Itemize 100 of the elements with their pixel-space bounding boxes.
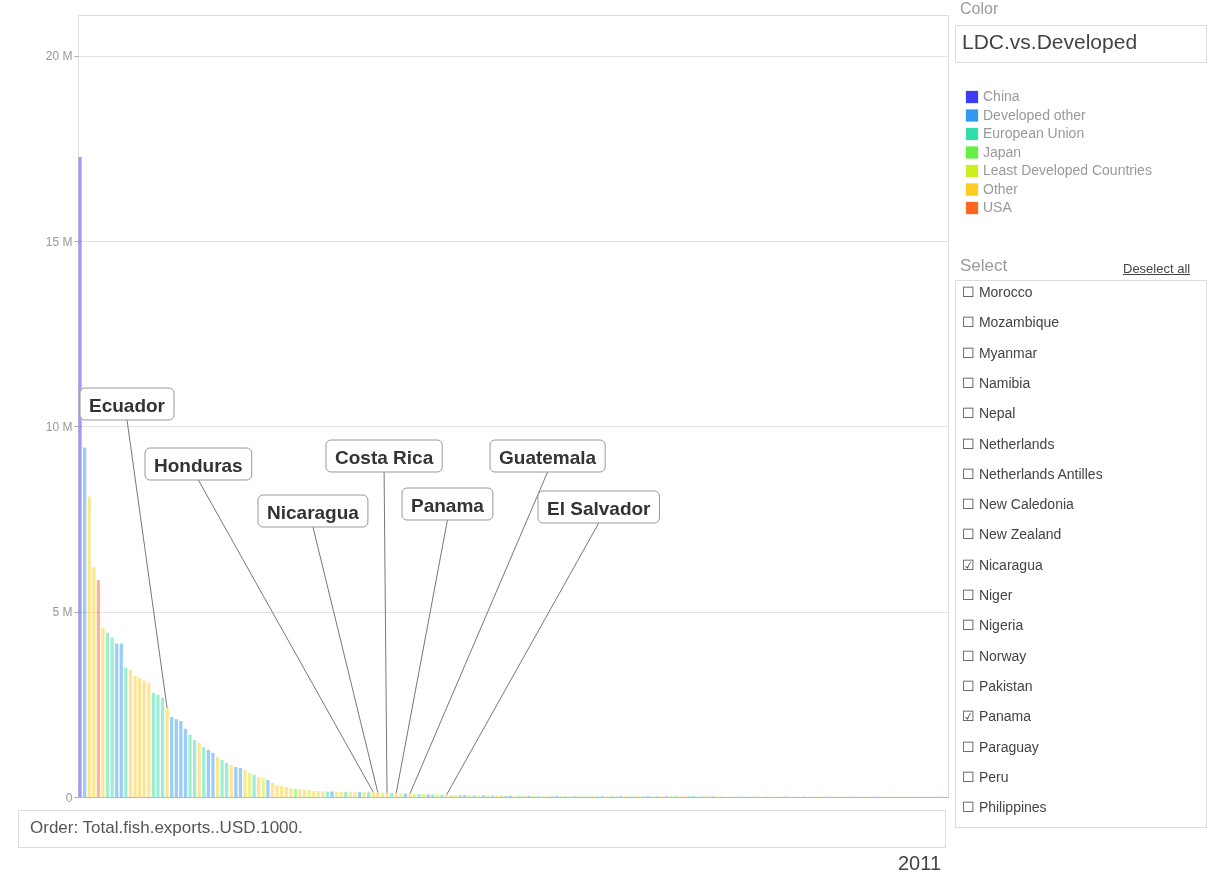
text: ☐ Paraguay — [962, 738, 1039, 755]
callout-label: Honduras — [144, 447, 253, 481]
text: ☐ Peru — [962, 768, 1009, 785]
text: ☐ Mozambique — [962, 314, 1060, 331]
callout-label: Ecuador — [79, 387, 175, 421]
bar — [179, 721, 183, 797]
annotation: Guatemala — [499, 447, 597, 468]
annotation: Ecuador — [89, 395, 166, 416]
text: ☐ Philippines — [962, 799, 1047, 816]
bar — [316, 791, 320, 797]
bar — [220, 759, 224, 797]
text: ☐ Morocco — [962, 284, 1033, 300]
text: ☐ Nepal — [962, 405, 1016, 422]
text: LDC.vs.Developed — [962, 30, 1138, 54]
text: 2011 — [898, 852, 942, 875]
bar — [270, 782, 275, 797]
annotation: Honduras — [154, 455, 243, 476]
bar — [119, 643, 123, 797]
bar — [293, 788, 297, 797]
bar — [325, 791, 330, 797]
text: ☑ Nicaragua — [962, 556, 1043, 573]
text: Deselect all — [1123, 261, 1191, 276]
legend-label: Least Developed Countries — [983, 162, 1152, 178]
text: ☐ New Zealand — [962, 526, 1062, 543]
bar — [426, 794, 430, 797]
bar — [124, 667, 128, 797]
annotation: Costa Rica — [335, 447, 434, 468]
bar — [96, 580, 100, 797]
bar — [183, 728, 188, 797]
bar — [412, 794, 417, 797]
legend-label: Other — [983, 180, 1019, 197]
legend-label: European Union — [983, 125, 1085, 141]
callout-label: Costa Rica — [325, 439, 443, 473]
bar — [266, 779, 270, 797]
bar — [225, 762, 229, 797]
bar — [302, 789, 307, 797]
legend-title: Color — [960, 0, 999, 18]
callout-label: Nicaragua — [257, 494, 369, 528]
bar — [229, 765, 233, 797]
bar — [215, 756, 220, 797]
bar — [362, 792, 366, 797]
text: ☐ Netherlands — [962, 435, 1055, 452]
bar — [147, 682, 151, 797]
annotation: Panama — [411, 495, 485, 516]
bar — [87, 496, 91, 797]
bar — [261, 778, 265, 797]
bar — [206, 749, 210, 797]
text: ☐ Namibia — [962, 374, 1031, 391]
bar — [105, 632, 110, 797]
callout-label: Guatemala — [489, 439, 606, 473]
bar — [83, 447, 87, 797]
annotation: El Salvador — [547, 498, 652, 519]
legend-label: Japan — [983, 143, 1022, 160]
bar — [307, 789, 311, 797]
bar — [156, 694, 160, 797]
bar — [151, 692, 155, 797]
bar — [234, 766, 238, 797]
bar — [408, 793, 412, 797]
bar — [128, 669, 133, 797]
bar — [165, 708, 169, 797]
y-tick-label: 0 — [65, 790, 73, 805]
text: ☑ Panama — [962, 708, 1032, 725]
text: ☐ Nigeria — [962, 617, 1024, 634]
bar — [394, 793, 398, 797]
text: Order: Total.fish.exports..USD.1000. — [30, 818, 303, 838]
text: ☐ Netherlands Antilles — [962, 465, 1103, 482]
bar — [357, 792, 362, 797]
bar — [440, 794, 444, 797]
bar — [188, 734, 192, 797]
bar — [247, 772, 252, 797]
bar — [252, 774, 256, 797]
bar — [92, 567, 96, 797]
bar — [399, 793, 403, 797]
legend-label: USA — [983, 199, 1013, 215]
bar — [174, 719, 178, 797]
bar — [289, 788, 293, 797]
annotation: Nicaragua — [267, 502, 360, 523]
bar — [257, 776, 261, 797]
bar — [353, 792, 357, 797]
bar — [138, 678, 142, 797]
y-tick-label: 15 M — [45, 234, 73, 249]
bar — [238, 768, 243, 797]
bar — [160, 697, 165, 797]
bar — [371, 792, 375, 797]
bar — [417, 794, 421, 797]
bar — [202, 746, 206, 797]
bar — [110, 637, 114, 797]
bar — [211, 752, 215, 797]
bar — [142, 680, 146, 797]
bar — [312, 791, 316, 797]
bar — [321, 791, 325, 797]
bar — [133, 675, 137, 797]
bar — [385, 792, 389, 797]
bar — [275, 785, 279, 797]
bar — [243, 769, 247, 797]
bar — [78, 156, 82, 797]
bar — [284, 786, 288, 797]
legend-label: Developed other — [983, 106, 1087, 123]
text: Select — [960, 256, 1008, 276]
bar — [431, 794, 435, 797]
